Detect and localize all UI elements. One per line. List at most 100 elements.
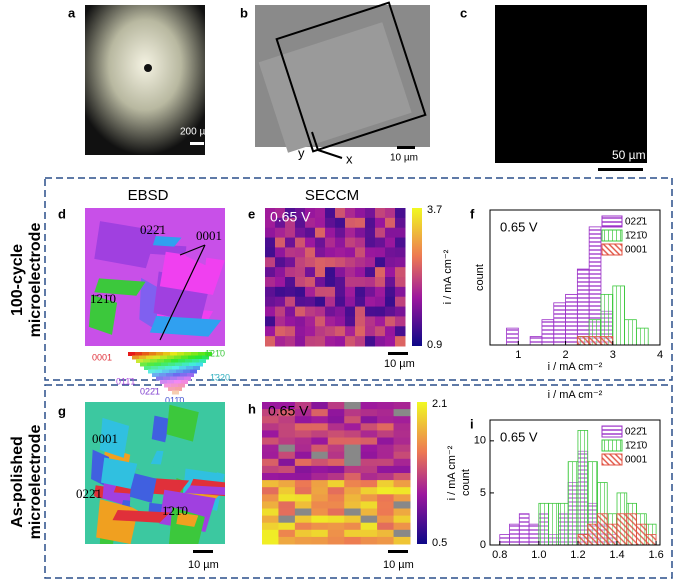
cell: [395, 227, 406, 239]
legend-label: 1̄21̄0: [625, 231, 648, 242]
cell: [262, 515, 279, 524]
key-cell: [175, 387, 182, 391]
axes-arrows: [311, 131, 343, 159]
cell: [385, 316, 396, 327]
cell: [375, 336, 386, 347]
annotation: 0.65 V: [500, 429, 538, 444]
cell: [265, 316, 276, 327]
key-cell: [190, 369, 197, 374]
cell: [262, 494, 279, 502]
key-label: 011̄1: [116, 376, 135, 386]
cell: [377, 437, 395, 446]
legend-label: 022̄1: [625, 217, 648, 228]
cell: [262, 451, 279, 460]
cell: [335, 227, 346, 239]
cell: [360, 444, 378, 453]
cell: [344, 515, 362, 524]
cell: [262, 508, 279, 517]
cell: [327, 423, 345, 431]
cell: [311, 402, 329, 410]
legend-swatch: [601, 229, 623, 242]
y-tick-label: 10: [474, 435, 486, 447]
cell: [311, 465, 329, 474]
cell: [377, 515, 395, 524]
cell: [365, 296, 376, 308]
cell: [262, 536, 279, 545]
panel-label: h: [248, 401, 256, 416]
key-cell: [164, 383, 171, 388]
voltage: 0.65 V: [268, 403, 309, 419]
bar: [577, 534, 589, 546]
cell: [262, 423, 279, 431]
cell: [355, 306, 366, 317]
cell: [335, 296, 346, 308]
cell: [278, 494, 296, 502]
cell: [285, 316, 296, 327]
cell: [344, 423, 362, 431]
legend-swatch: [601, 215, 623, 228]
heatmap: [262, 402, 411, 545]
cell: [262, 480, 279, 488]
cell: [278, 437, 296, 446]
panel-label: c: [460, 5, 467, 20]
cell: [375, 326, 386, 337]
cell: [278, 430, 296, 438]
cell: [360, 409, 378, 417]
scale-text: 10 µm: [383, 559, 414, 571]
cell: [294, 458, 312, 467]
cell: [278, 522, 296, 531]
key-cell: [178, 383, 185, 388]
cell: [335, 267, 346, 278]
cell: [285, 237, 296, 248]
cell: [327, 494, 345, 502]
key-cell: [139, 355, 146, 360]
key-cell: [177, 352, 184, 356]
cell: [360, 480, 378, 488]
legend-swatch: [601, 425, 623, 438]
key-cell: [157, 359, 164, 363]
cell: [395, 237, 406, 248]
scale-text: 10 µm: [384, 358, 415, 370]
cell: [285, 296, 296, 308]
key-cell: [166, 373, 173, 377]
plot-frame: [489, 419, 661, 546]
x-axis-label: i / mA cm⁻²: [548, 389, 603, 401]
cell: [262, 473, 279, 481]
legend-label: 1̄21̄0: [625, 441, 648, 452]
cell: [315, 217, 326, 229]
cell: [377, 430, 395, 438]
annotation: 0.65 V: [500, 219, 538, 234]
cell: [360, 508, 378, 517]
cell: [265, 277, 276, 288]
cell: [311, 480, 329, 488]
cell: [360, 465, 378, 474]
cell: [311, 508, 329, 517]
cell: [294, 480, 312, 488]
cell: [393, 494, 411, 502]
x-tick-label: 0.8: [492, 549, 507, 561]
cell: [295, 267, 306, 278]
cell: [305, 227, 316, 239]
cell: [395, 296, 406, 308]
legend-swatch: [601, 243, 623, 256]
cell: [305, 237, 316, 248]
key-cell: [168, 362, 175, 367]
cell: [365, 257, 376, 268]
cell: [315, 336, 326, 347]
cell: [295, 227, 306, 239]
panel-label: e: [248, 206, 255, 221]
cell: [393, 416, 411, 424]
cell: [377, 494, 395, 502]
key-cell: [177, 376, 184, 381]
cell: [311, 515, 329, 524]
cell: [275, 296, 286, 308]
cell: [360, 522, 378, 531]
cell: [278, 515, 296, 524]
cell: [345, 217, 356, 229]
cell: [335, 237, 346, 248]
bar: [577, 430, 589, 546]
cell: [278, 458, 296, 467]
cell: [265, 286, 276, 298]
key-cell: [156, 376, 163, 381]
panel-label: g: [58, 403, 66, 418]
